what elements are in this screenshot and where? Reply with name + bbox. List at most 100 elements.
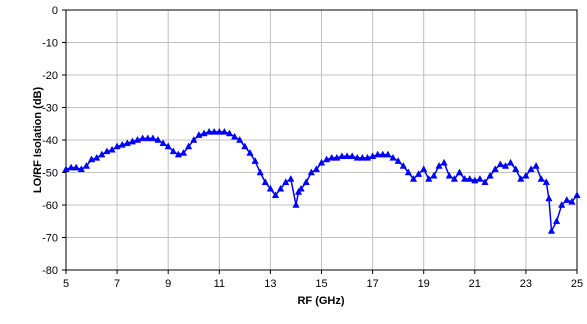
data-point-marker [317,158,326,166]
data-point-marker [547,226,556,234]
data-point-marker [328,153,336,161]
data-point-marker [445,171,453,179]
data-point-marker [287,174,295,182]
data-point-marker [394,157,402,164]
y-tick-label: 0 [52,5,58,17]
data-point-marker [246,148,254,156]
data-point-marker [179,148,188,156]
data-point-marker [374,150,382,158]
data-point-marker [558,200,566,208]
data-point-marker [338,152,346,160]
data-point-marker [312,165,321,173]
data-point-marker [353,153,361,161]
y-axis-title: LO/RF Isolation (dB) [32,87,44,194]
y-tick-label: -80 [42,265,58,277]
x-tick-label: 5 [63,278,69,290]
y-tick-label: -50 [42,168,58,180]
data-point-marker [348,152,356,160]
data-point-marker [210,127,218,135]
x-tick-label: 25 [571,278,583,290]
data-point-marker [545,194,553,202]
data-point-marker [542,178,550,186]
data-point-marker [440,158,448,166]
data-point-marker [486,171,494,179]
data-point-marker [414,170,423,177]
data-point-marker [215,127,223,135]
x-tick-label: 7 [114,278,120,290]
data-point-marker [379,150,387,158]
gridlines [66,10,577,270]
data-point-marker [292,200,300,208]
data-point-marker [404,168,413,176]
data-point-marker [190,135,198,143]
data-point-marker [256,168,264,176]
data-point-marker [154,135,162,143]
data-point-marker [297,184,305,192]
data-point-marker [343,152,351,160]
x-tick-label: 9 [165,278,171,290]
data-point-marker [481,178,489,186]
x-tick-label: 11 [214,278,225,290]
data-point-marker [389,153,397,161]
data-point-marker [82,161,91,169]
data-point-marker [108,145,116,153]
x-tick-label: 21 [469,278,481,290]
data-point-marker [169,147,177,155]
data-point-marker [302,178,310,186]
data-point-marker [93,153,101,161]
data-point-marker [573,191,581,199]
data-point-marker [455,168,464,176]
data-point-marker [220,127,229,135]
data-point-marker [506,158,515,166]
data-point-marker [144,134,152,142]
data-point-marker [266,184,275,192]
x-tick-label: 23 [520,278,532,290]
data-point-marker [563,196,571,203]
data-point-marker [230,132,239,140]
data-point-marker [568,197,576,205]
data-point-marker [236,135,244,143]
data-point-marker [552,217,561,225]
y-tick-label: -30 [42,103,58,115]
data-point-marker [450,174,459,182]
data-point-marker [409,174,418,182]
data-point-marker [282,178,290,186]
data-point-marker [241,142,249,150]
data-point-marker [491,165,499,173]
data-point-marker [276,184,285,192]
x-tick-label: 17 [366,278,378,290]
data-point-marker [430,171,438,179]
y-tick-label: -70 [42,233,58,245]
data-point-marker [251,157,259,164]
data-point-marker [138,134,147,142]
data-point-marker [512,165,520,173]
x-axis-title: RF (GHz) [297,295,344,307]
y-tick-label: -20 [42,70,58,82]
data-point-marker [476,174,484,182]
data-point-marker [164,142,172,150]
data-point-marker [77,165,85,173]
data-point-marker [460,174,469,182]
data-point-marker [522,171,530,179]
y-tick-labels: 0 -10 -20 -30 -40 -50 -60 -70 -80 [42,5,58,277]
axis-ticks [62,9,578,274]
data-point-marker [261,178,269,186]
x-tick-label: 15 [315,278,327,290]
data-point-marker [149,134,157,142]
data-point-marker [420,165,428,173]
x-tick-label: 13 [264,278,276,290]
data-point-marker [466,174,474,182]
data-point-marker [399,161,407,169]
data-point-marker [532,161,540,169]
data-point-marker [537,174,545,182]
data-point-marker [67,163,75,171]
data-point-marker [384,150,392,158]
data-point-marker [72,163,80,171]
x-tick-label: 19 [418,278,430,290]
data-point-marker [496,160,504,168]
y-tick-label: -60 [42,200,58,212]
series-layer [62,127,581,234]
data-point-marker [205,127,213,135]
data-point-marker [225,129,234,137]
